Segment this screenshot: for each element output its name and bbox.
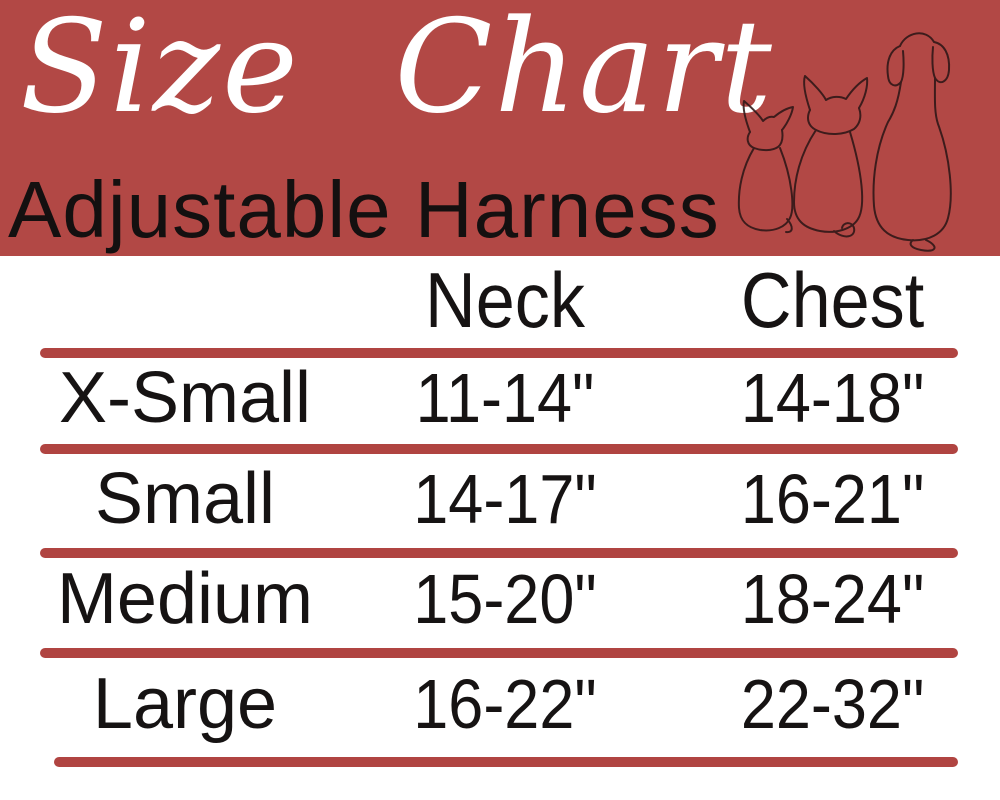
size-cell: Medium	[56, 559, 314, 639]
subtitle: Adjustable Harness	[8, 165, 720, 254]
divider	[40, 548, 958, 558]
divider	[40, 648, 958, 658]
neck-column-header: Neck	[425, 256, 585, 344]
size-cell: Small	[94, 459, 276, 539]
chest-cell: 16-21"	[740, 460, 925, 538]
divider	[40, 444, 958, 454]
page-title: Size Chart	[20, 0, 774, 142]
chest-cell: 22-32"	[740, 665, 925, 743]
size-cell: X-Small	[58, 358, 312, 438]
neck-cell: 14-17"	[413, 460, 597, 538]
chest-cell: 18-24"	[740, 560, 925, 638]
table-header-row: Neck Chest	[0, 258, 1000, 342]
neck-cell: 16-22"	[413, 665, 597, 743]
divider	[54, 757, 958, 767]
chest-cell: 14-18"	[740, 359, 925, 437]
size-cell: Large	[92, 664, 278, 744]
neck-cell: 11-14"	[415, 359, 595, 437]
table-row: Small 14-17" 16-21"	[0, 450, 1000, 548]
table-row: Large 16-22" 22-32"	[0, 652, 1000, 756]
header-band: Size Chart Adjustable Harness	[0, 0, 1000, 256]
chest-column-header: Chest	[740, 256, 925, 344]
table-row: Medium 15-20" 18-24"	[0, 552, 1000, 646]
neck-cell: 15-20"	[413, 560, 597, 638]
divider	[40, 348, 958, 358]
table-row: X-Small 11-14" 14-18"	[0, 352, 1000, 444]
three-dogs-illustration-icon	[737, 32, 952, 252]
